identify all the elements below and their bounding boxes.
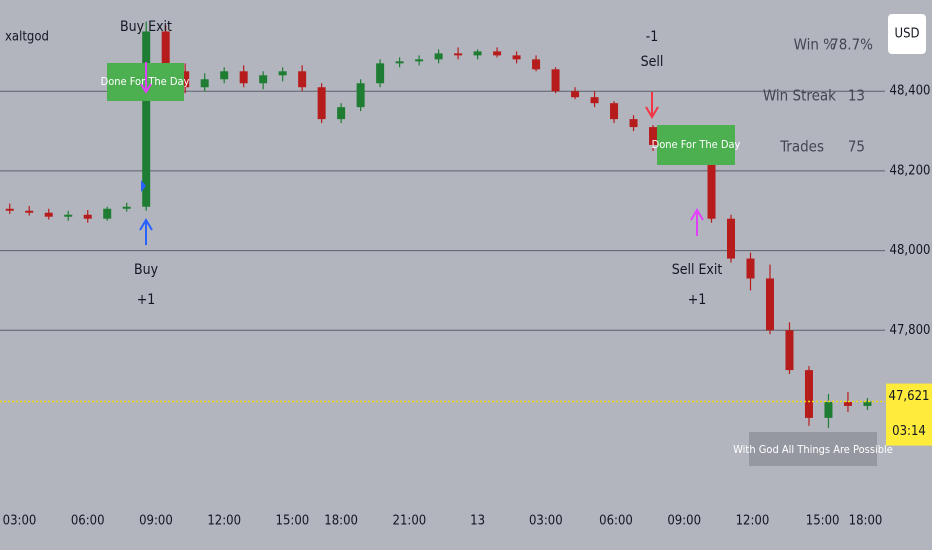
x-tick-label: 12:00 [736,514,770,529]
candle-body [629,119,638,128]
candle-body [376,63,385,84]
x-tick-label: 09:00 [667,514,701,529]
candle-body [200,79,209,88]
axes: 47,800 48,000 48,200 48,400 03:00 06:00 09:00 1… [3,84,932,529]
annotation: +1 [137,292,156,308]
label-box [749,432,877,466]
price-tag [886,383,932,446]
y-tick-label: 48,000 [890,243,931,258]
candle-body [571,91,580,98]
candle-body [707,158,716,219]
currency-button[interactable] [888,14,926,54]
candle-body [220,71,229,80]
stat-label: Win Streak [763,87,836,105]
y-tick-label: 48,400 [890,84,931,99]
plot-area [0,21,885,428]
candle-body [25,210,34,213]
x-tick-label: 18:00 [849,514,883,529]
candle-body [278,71,287,76]
candle-body [317,87,326,120]
buy-arrow [139,218,153,245]
candle-body [512,55,521,60]
x-tick-label: 06:00 [71,514,105,529]
stat-label: Win % [794,36,837,54]
stat-value: 13 [848,87,865,105]
candle-body [356,83,365,108]
candle-body [804,370,813,418]
label-box [657,125,735,165]
stat-value: 75 [848,138,865,156]
y-tick-label: 47,800 [890,323,931,338]
candle-body [765,278,774,331]
candle-body [532,59,541,70]
candle-body [142,31,151,207]
candle-body [298,71,307,88]
candle-body [415,59,424,62]
x-tick-label: 09:00 [139,514,173,529]
x-tick-label: 18:00 [324,514,358,529]
annotation: Done For The Day [652,138,741,151]
exit-arrow [140,62,152,94]
x-tick-label: 03:00 [529,514,563,529]
candle-body [746,258,755,279]
annotation: +1 [688,292,707,308]
sell-arrow [645,92,659,119]
x-tick-label: 12:00 [207,514,241,529]
candle-body [454,53,463,56]
candle-body [337,107,346,120]
annotation: Sell [641,54,664,70]
candle-body [649,127,658,146]
x-tick-label: 15:00 [276,514,310,529]
candle-body [181,71,190,88]
candle-body [590,97,599,104]
candle-body [64,214,73,217]
candle-body [5,208,14,211]
countdown: 03:14 [892,424,926,439]
currency[interactable]: USD [895,27,920,42]
candle-body [259,75,268,84]
annotation: -1 [646,29,659,45]
legend-title: xaltgod [5,30,49,45]
annotation: Buy [134,262,159,278]
candle-body [473,51,482,56]
candle-body [395,61,404,64]
candle-body [785,330,794,371]
x-tick-label: 03:00 [3,514,37,529]
candle-body [493,51,502,56]
x-tick-label: 15:00 [806,514,840,529]
candle-body [863,401,872,406]
candle-body [239,71,248,84]
x-tick-label: 21:00 [393,514,427,529]
candle-body [727,218,736,259]
annotation: Sell Exit [672,262,723,278]
entry-marker [141,180,146,192]
candle-body [122,206,131,209]
candle-body [824,401,833,418]
y-tick-label: 48,200 [890,163,931,178]
exit-arrow [690,208,704,236]
candle-body [44,212,53,217]
candle-body [103,208,112,219]
annotation: With God All Things Are Possible [733,443,893,456]
stat-label: Trades [779,138,824,156]
stat-value: 78.7% [830,36,873,54]
annotation: Buy Exit [120,19,172,35]
candle-body [83,214,92,219]
price-tag-label: 47,621 [889,389,930,404]
candle-body [610,103,619,120]
candle-body [551,69,560,92]
candle-body [434,53,443,60]
candle-body [161,31,170,72]
candle-body [843,401,852,406]
stats-table: Win % 78.7% Win Streak 13 Trades 75 [763,36,873,156]
x-tick-label: 13 [470,514,485,529]
x-tick-label: 06:00 [599,514,633,529]
